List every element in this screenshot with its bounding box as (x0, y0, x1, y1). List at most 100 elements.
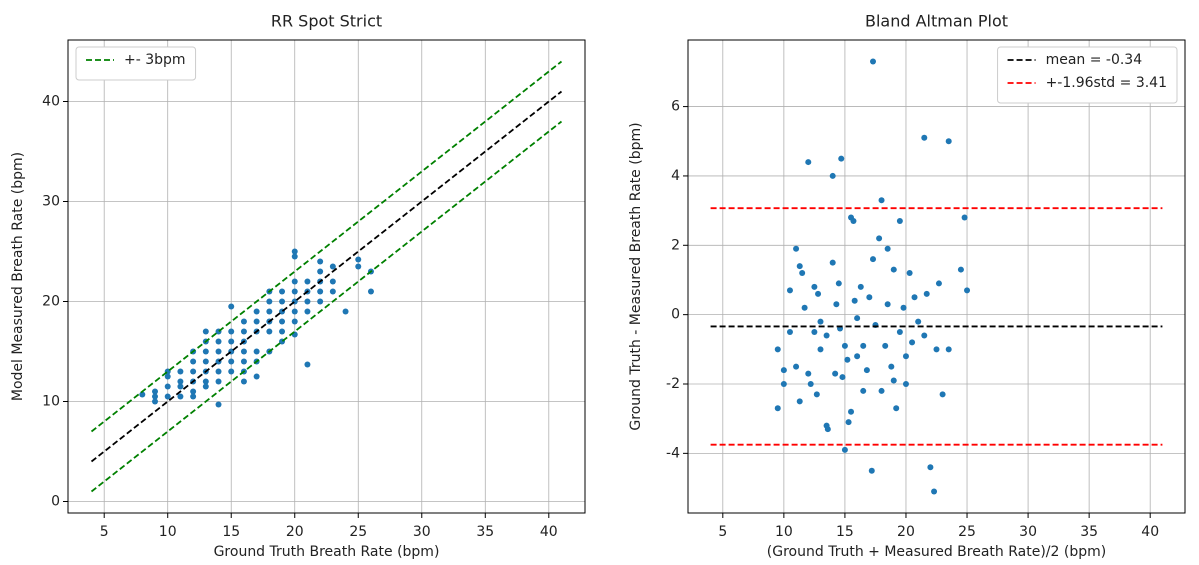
point (882, 342, 889, 349)
y-tick-label: 0 (671, 307, 680, 323)
point (266, 308, 273, 315)
point (896, 328, 903, 335)
point (863, 367, 870, 374)
point (823, 332, 830, 339)
x-tick-label: 30 (1019, 524, 1037, 540)
point (279, 328, 286, 335)
x-tick-label: 15 (836, 524, 854, 540)
legend-frame (75, 46, 197, 81)
x-axis-label: Ground Truth Breath Rate (bpm) (214, 544, 440, 560)
point (291, 308, 298, 315)
chart-title: Bland Altman Plot (865, 12, 1008, 31)
y-axis-label: Model Measured Breath Rate (bpm) (10, 152, 26, 401)
point (835, 280, 842, 287)
point (139, 391, 146, 398)
point (317, 258, 324, 265)
point (304, 278, 311, 285)
legend-label: mean = -0.34 (1046, 52, 1143, 68)
point (961, 214, 968, 221)
point (228, 303, 235, 310)
point (933, 346, 940, 353)
ref-line (90, 120, 563, 493)
point (793, 245, 800, 252)
point (253, 348, 260, 355)
x-tick-label: 20 (897, 524, 915, 540)
y-tick-label: -2 (666, 376, 680, 392)
point (811, 283, 818, 290)
point (215, 338, 222, 345)
point (801, 304, 808, 311)
point (860, 387, 867, 394)
point (291, 318, 298, 325)
point (164, 383, 171, 390)
chart-title: RR Spot Strict (271, 12, 382, 31)
point (854, 353, 861, 360)
legend-frame (997, 46, 1178, 104)
point (815, 290, 822, 297)
point (884, 301, 891, 308)
point (266, 328, 273, 335)
point (177, 378, 184, 385)
point (793, 363, 800, 370)
point (890, 377, 897, 384)
y-tick-label: 0 (51, 494, 60, 510)
point (291, 278, 298, 285)
point (355, 256, 362, 263)
y-tick-label: 6 (671, 99, 680, 115)
point (202, 378, 209, 385)
point (900, 304, 907, 311)
y-tick-label: 40 (42, 94, 60, 110)
y-tick-label: 10 (42, 394, 60, 410)
point (786, 328, 793, 335)
point (824, 426, 831, 433)
point (164, 393, 171, 400)
point (177, 383, 184, 390)
point (215, 368, 222, 375)
point (796, 263, 803, 270)
point (190, 358, 197, 365)
point (807, 381, 814, 387)
point (829, 259, 836, 266)
x-tick-label: 5 (718, 524, 727, 540)
point (845, 419, 852, 426)
point (860, 342, 867, 349)
point (202, 358, 209, 365)
x-tick-label: 10 (775, 524, 793, 540)
point (935, 280, 942, 287)
point (921, 134, 928, 141)
point (851, 297, 858, 304)
point (857, 283, 864, 290)
point (909, 339, 916, 346)
point (202, 348, 209, 355)
point (304, 308, 311, 315)
x-tick-label: 40 (1141, 524, 1159, 540)
y-tick-label: 4 (671, 168, 680, 184)
point (848, 408, 855, 415)
y-axis-label: Ground Truth - Measured Breath Rate (bpm… (628, 122, 644, 430)
point (317, 298, 324, 305)
point (279, 318, 286, 325)
point (774, 405, 781, 412)
point (342, 308, 349, 315)
point (279, 288, 286, 295)
point (817, 346, 824, 353)
point (945, 138, 952, 145)
point (841, 446, 848, 453)
point (841, 342, 848, 349)
point (240, 318, 247, 325)
x-tick-label: 15 (222, 524, 240, 540)
point (240, 348, 247, 355)
point (878, 387, 885, 394)
point (329, 263, 336, 270)
point (202, 383, 209, 390)
point (964, 287, 971, 294)
ref-line (90, 90, 563, 463)
point (945, 346, 952, 353)
point (939, 391, 946, 398)
point (367, 288, 374, 295)
point (927, 464, 934, 471)
y-tick-label: 20 (42, 294, 60, 310)
point (780, 367, 787, 374)
point (866, 294, 873, 301)
point (202, 328, 209, 335)
